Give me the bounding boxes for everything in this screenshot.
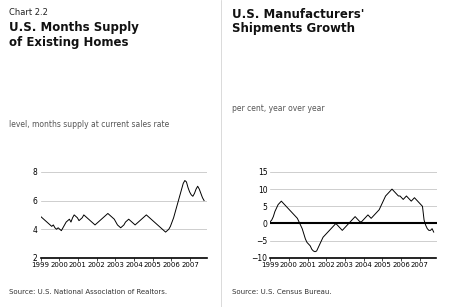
Text: Source: U.S. Census Bureau.: Source: U.S. Census Bureau.: [232, 289, 331, 295]
Text: U.S. Months Supply
of Existing Homes: U.S. Months Supply of Existing Homes: [9, 21, 139, 49]
Text: per cent, year over year: per cent, year over year: [232, 104, 324, 113]
Text: level, months supply at current sales rate: level, months supply at current sales ra…: [9, 120, 169, 129]
Text: Source: U.S. National Association of Realtors.: Source: U.S. National Association of Rea…: [9, 289, 167, 295]
Text: Chart 2.2: Chart 2.2: [9, 8, 48, 17]
Text: U.S. Manufacturers'
Shipments Growth: U.S. Manufacturers' Shipments Growth: [232, 8, 364, 35]
